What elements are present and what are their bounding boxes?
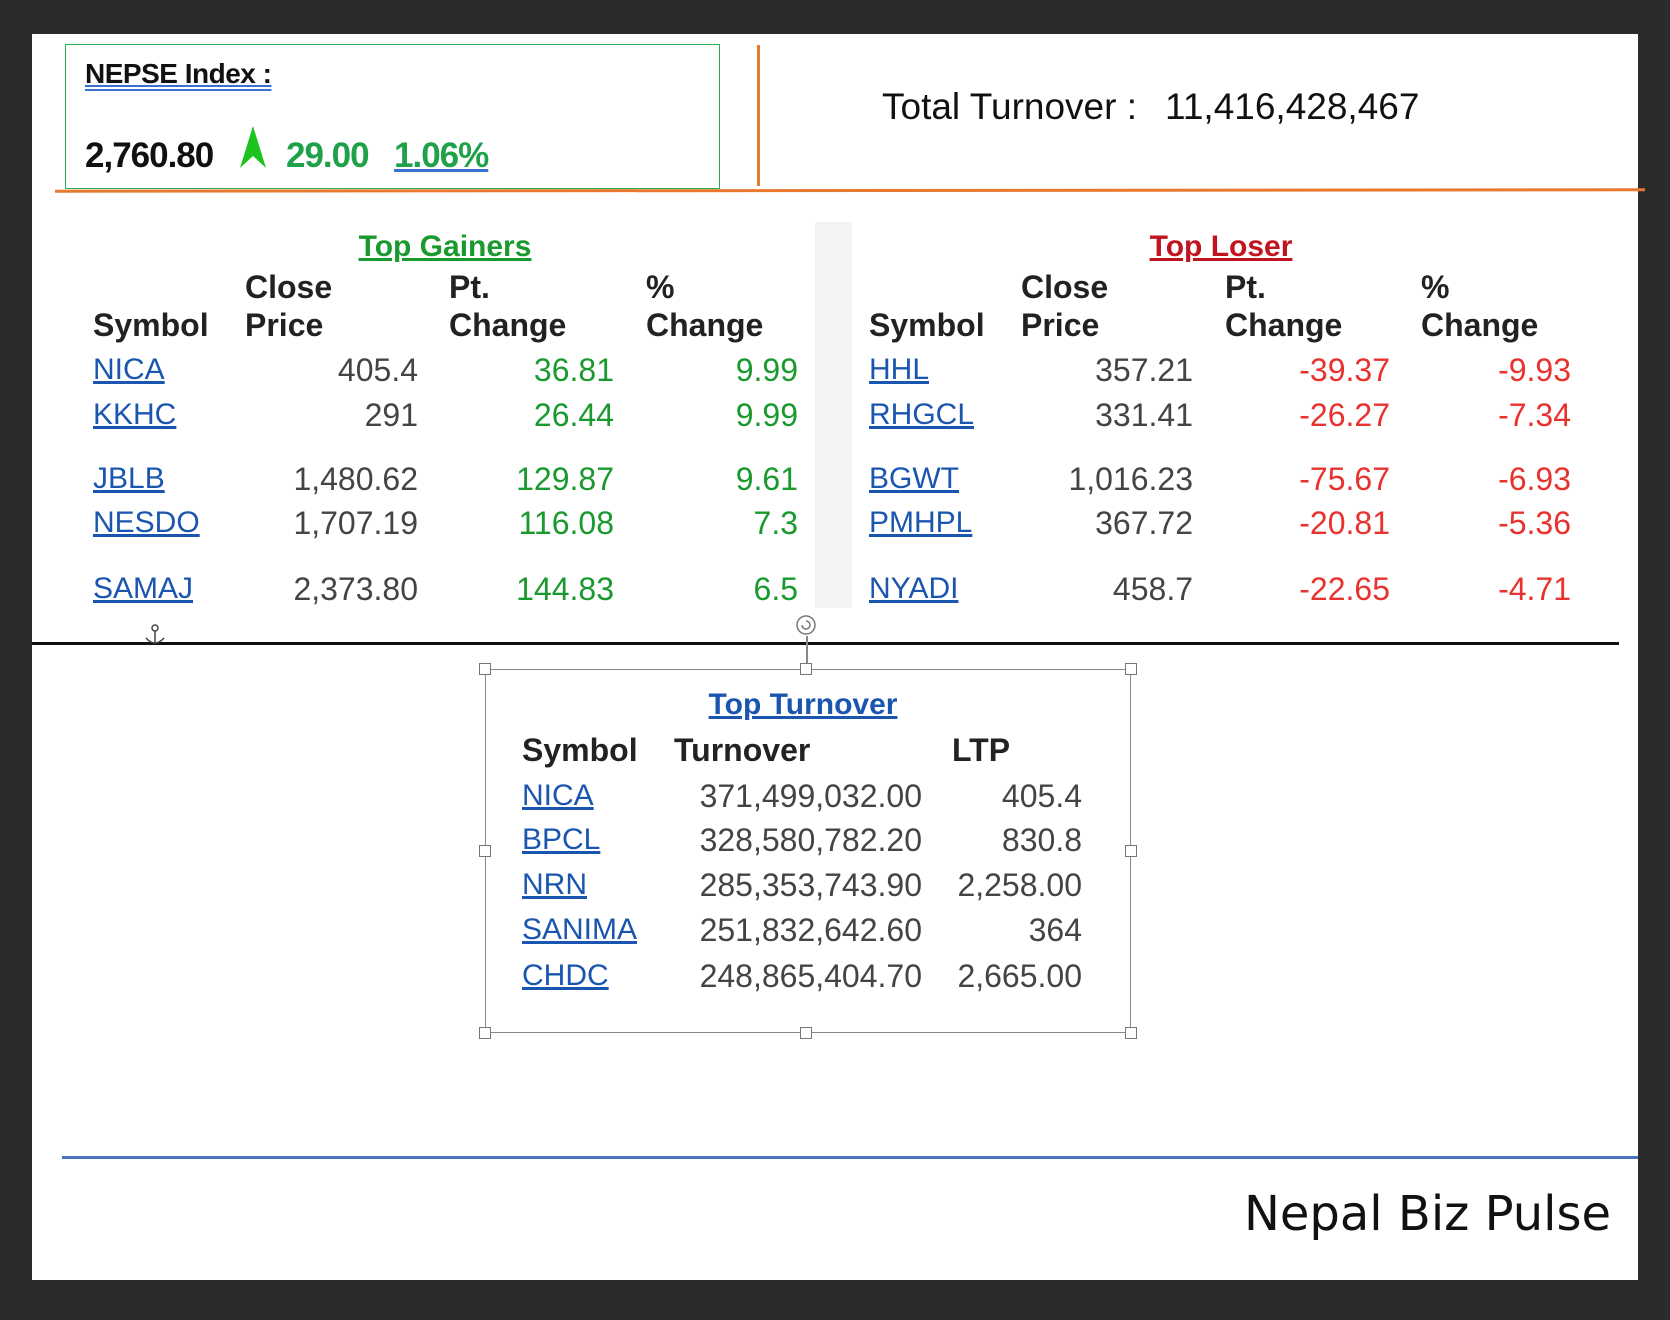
symbol-link[interactable]: BPCL — [522, 823, 601, 856]
symbol-link[interactable]: NICA — [522, 779, 594, 812]
cell-value: 291 — [364, 397, 418, 433]
symbol-link[interactable]: SAMAJ — [93, 572, 194, 605]
column-header: LTP — [952, 732, 1011, 768]
cell-value: -39.37 — [1299, 352, 1390, 388]
cell-value: 830.8 — [1001, 822, 1082, 858]
index-change: 29.00 — [286, 136, 370, 175]
index-value: 2,760.80 — [85, 136, 214, 175]
symbol-link[interactable]: NICA — [93, 353, 165, 386]
rotate-handle[interactable] — [795, 614, 817, 636]
symbol-link[interactable]: HHL — [869, 353, 930, 386]
brand: Nepal Biz Pulse — [1243, 1186, 1611, 1242]
cell-value: 357.21 — [1095, 352, 1193, 388]
table-title: Top Loser — [1149, 230, 1293, 263]
cell-value: -7.34 — [1498, 397, 1571, 433]
index-label: NEPSE Index : — [85, 58, 272, 89]
symbol-link[interactable]: KKHC — [93, 398, 177, 431]
cell-value: 1,707.19 — [293, 505, 418, 541]
cell-value: 364 — [1028, 912, 1082, 948]
symbol-link[interactable]: NESDO — [93, 506, 200, 539]
black-rule — [32, 642, 1619, 645]
cell-value: 129.87 — [516, 461, 614, 497]
cell-value: 144.83 — [516, 571, 614, 607]
cell-value: 331.41 — [1095, 397, 1193, 433]
cell-value: 2,373.80 — [293, 571, 418, 607]
column-header: Close Price — [1021, 269, 1109, 343]
resize-handle[interactable] — [1125, 663, 1137, 675]
cell-value: 1,016.23 — [1068, 461, 1193, 497]
column-header: % Change — [1421, 269, 1539, 343]
cell-value: -20.81 — [1299, 505, 1390, 541]
index-change-pct: 1.06% — [394, 136, 489, 175]
resize-handle[interactable] — [479, 1027, 491, 1039]
cell-value: -9.93 — [1498, 352, 1571, 388]
cell-value: 328,580,782.20 — [699, 822, 922, 858]
cell-value: -26.27 — [1299, 397, 1390, 433]
resize-handle[interactable] — [479, 663, 491, 675]
symbol-link[interactable]: NRN — [522, 868, 587, 901]
cell-value: 405.4 — [1001, 778, 1082, 814]
table-title: Top Turnover — [708, 688, 898, 721]
cell-value: 251,832,642.60 — [699, 912, 922, 948]
resize-handle[interactable] — [1125, 845, 1137, 857]
cell-value: 458.7 — [1112, 571, 1193, 607]
cell-value: 367.72 — [1095, 505, 1193, 541]
cell-value: 9.99 — [735, 397, 798, 433]
cell-value: -6.93 — [1498, 461, 1571, 497]
cell-value: -22.65 — [1299, 571, 1390, 607]
cell-value: 26.44 — [533, 397, 614, 433]
rotate-stem — [806, 636, 808, 669]
cell-value: -75.67 — [1299, 461, 1390, 497]
cell-value: -5.36 — [1498, 505, 1571, 541]
cell-value: 1,480.62 — [293, 461, 418, 497]
cell-value: 7.3 — [753, 505, 798, 541]
resize-handle[interactable] — [800, 1027, 812, 1039]
total-turnover-label: Total Turnover : — [882, 86, 1138, 127]
cell-value: -4.71 — [1498, 571, 1571, 607]
symbol-link[interactable]: CHDC — [522, 959, 609, 992]
cell-value: 6.5 — [753, 571, 798, 607]
cell-value: 371,499,032.00 — [699, 778, 922, 814]
divider — [757, 45, 760, 186]
document-page — [32, 34, 1638, 1280]
symbol-link[interactable]: RHGCL — [869, 398, 975, 431]
column-header: % Change — [646, 269, 764, 343]
resize-handle[interactable] — [800, 663, 812, 675]
cell-value: 2,665.00 — [957, 958, 1082, 994]
cell-value: 285,353,743.90 — [699, 867, 922, 903]
cell-value: 405.4 — [337, 352, 418, 388]
column-header: Close Price — [245, 269, 333, 343]
symbol-link[interactable]: PMHPL — [869, 506, 973, 539]
column-gap — [815, 222, 852, 608]
cell-value: 116.08 — [518, 505, 615, 541]
resize-handle[interactable] — [1125, 1027, 1137, 1039]
table-title: Top Gainers — [358, 230, 532, 263]
column-header: Symbol — [869, 307, 985, 343]
column-header: Turnover — [674, 732, 811, 768]
symbol-link[interactable]: BGWT — [869, 462, 959, 495]
cell-value: 9.61 — [735, 461, 798, 497]
column-header: Pt. Change — [1225, 269, 1343, 343]
cell-value: 9.99 — [735, 352, 798, 388]
symbol-link[interactable]: SANIMA — [522, 913, 638, 946]
resize-handle[interactable] — [479, 845, 491, 857]
column-header: Symbol — [93, 307, 209, 343]
column-header: Symbol — [522, 732, 638, 768]
total-turnover: 11,416,428,467 — [1165, 86, 1420, 127]
anchor-icon — [145, 624, 165, 644]
symbol-link[interactable]: NYADI — [869, 572, 959, 605]
cell-value: 248,865,404.70 — [699, 958, 922, 994]
cell-value: 36.81 — [533, 352, 614, 388]
blue-rule — [62, 1156, 1638, 1159]
up-arrow — [240, 126, 266, 168]
cell-value: 2,258.00 — [957, 867, 1082, 903]
symbol-link[interactable]: JBLB — [93, 462, 165, 495]
column-header: Pt. Change — [449, 269, 567, 343]
